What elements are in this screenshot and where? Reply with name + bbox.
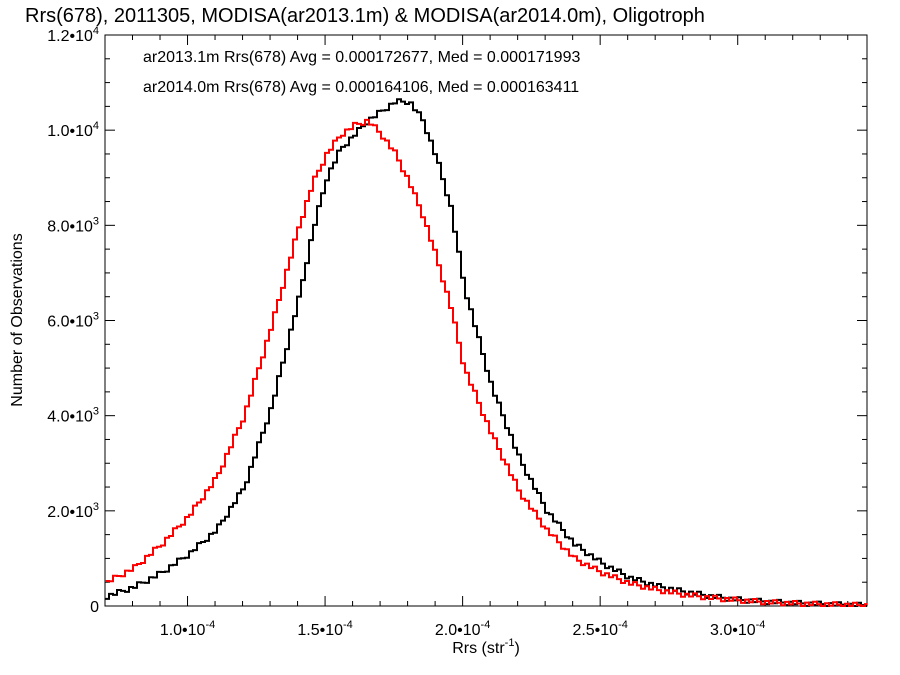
x-tick-label: 2.5•10-4	[572, 619, 627, 639]
legend-series-1: ar2013.1m Rrs(678) Avg = 0.000172677, Me…	[143, 49, 580, 66]
legend-series-2: ar2014.0m Rrs(678) Avg = 0.000164106, Me…	[143, 79, 579, 96]
y-tick-label: 1.0•104	[47, 120, 99, 140]
y-tick-label: 8.0•103	[47, 215, 99, 235]
y-tick-label: 0	[90, 599, 99, 616]
y-tick-label: 6.0•103	[47, 311, 99, 331]
x-tick-label: 1.5•10-4	[297, 619, 352, 639]
x-tick-label: 2.0•10-4	[435, 619, 490, 639]
series-layer	[105, 98, 867, 607]
x-tick-label: 1.0•10-4	[160, 619, 215, 639]
plot-frame	[104, 34, 868, 607]
y-tick-label: 1.2•104	[47, 25, 99, 45]
y-tick-label: 2.0•103	[47, 501, 99, 521]
x-axis-label: Rrs (str-1)	[452, 637, 520, 657]
x-tick-label: 3.0•10-4	[710, 619, 765, 639]
chart-title: Rrs(678), 2011305, MODISA(ar2013.1m) & M…	[25, 5, 705, 27]
y-axis-label: Number of Observations	[9, 233, 26, 406]
y-tick-label: 4.0•103	[47, 406, 99, 426]
series-line-ar2013.1m	[105, 98, 867, 607]
y-axis-ticks: 0 2.0•103 4.0•103 6.0•103 8.0•103 1.0•104 1.2•…	[47, 25, 867, 616]
x-axis-ticks: 1.0•10-4 1.5•10-4 2.0•10-4 2.5•10-4 3.0•10-4	[104, 35, 849, 639]
series-line-ar2014.0m	[105, 118, 867, 607]
